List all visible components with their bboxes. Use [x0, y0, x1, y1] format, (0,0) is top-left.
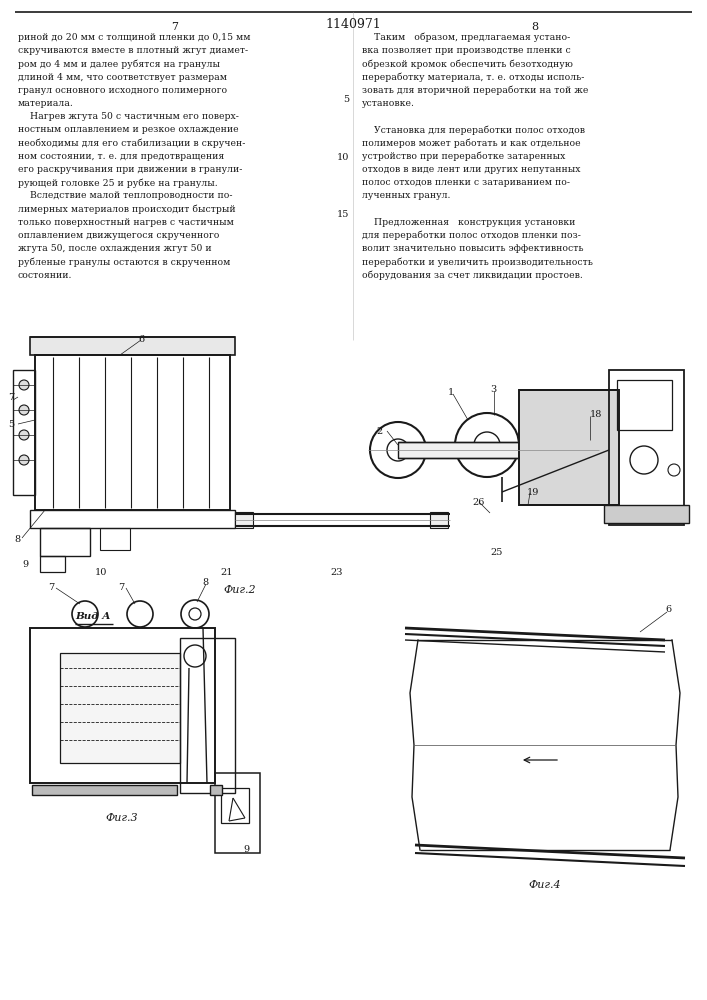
Bar	[40, 528, 90, 556]
Text: 10: 10	[95, 568, 107, 577]
Text: 7: 7	[118, 583, 124, 592]
Text: 6: 6	[665, 605, 671, 614]
Text: установке.: установке.	[362, 99, 415, 108]
Text: ностным оплавлением и резкое охлаждение: ностным оплавлением и резкое охлаждение	[18, 125, 239, 134]
Text: устройство при переработке затаренных: устройство при переработке затаренных	[362, 152, 566, 161]
Text: жгута 50, после охлаждения жгут 50 и: жгута 50, после охлаждения жгут 50 и	[18, 244, 211, 253]
Text: Фиг.4: Фиг.4	[529, 880, 561, 890]
Text: 8: 8	[532, 22, 539, 32]
Bar	[13, 370, 35, 495]
Bar	[210, 785, 222, 795]
Text: 25: 25	[490, 548, 503, 557]
Text: 26: 26	[472, 498, 484, 507]
Text: 21: 21	[220, 568, 233, 577]
Text: 7: 7	[48, 583, 54, 592]
Text: ром до 4 мм и далее рубятся на гранулы: ром до 4 мм и далее рубятся на гранулы	[18, 59, 220, 69]
Bar	[100, 528, 130, 550]
Bar	[215, 773, 260, 853]
Bar	[30, 628, 215, 783]
Text: 5: 5	[343, 95, 349, 104]
Text: 6: 6	[138, 335, 144, 344]
Text: рующей головке 25 и рубке на гранулы.: рующей головке 25 и рубке на гранулы.	[18, 178, 218, 188]
Bar	[609, 370, 684, 525]
Text: волит значительно повысить эффективность: волит значительно повысить эффективность	[362, 244, 583, 253]
Text: Нагрев жгута 50 с частичным его поверх-: Нагрев жгута 50 с частичным его поверх-	[18, 112, 239, 121]
Text: 19: 19	[527, 488, 539, 497]
Bar	[30, 337, 235, 355]
Text: переработки и увеличить производительность: переработки и увеличить производительнос…	[362, 257, 593, 267]
Text: гранул основного исходного полимерного: гранул основного исходного полимерного	[18, 86, 227, 95]
Text: его раскручивания при движении в гранули-: его раскручивания при движении в гранули…	[18, 165, 243, 174]
Bar	[519, 390, 619, 505]
Bar	[430, 512, 448, 528]
Bar	[35, 355, 230, 510]
Text: обрезкой кромок обеспечить безотходную: обрезкой кромок обеспечить безотходную	[362, 59, 573, 69]
Circle shape	[19, 455, 29, 465]
Text: вка позволяет при производстве пленки с: вка позволяет при производстве пленки с	[362, 46, 571, 55]
Circle shape	[19, 430, 29, 440]
Text: 1: 1	[448, 388, 455, 397]
Text: переработку материала, т. е. отходы исполь-: переработку материала, т. е. отходы испо…	[362, 73, 585, 82]
Text: лимерных материалов происходит быстрый: лимерных материалов происходит быстрый	[18, 205, 235, 214]
Circle shape	[19, 380, 29, 390]
Text: необходимы для его стабилизации в скручен-: необходимы для его стабилизации в скруче…	[18, 139, 245, 148]
Bar	[40, 556, 65, 572]
Text: 15: 15	[337, 210, 349, 219]
Bar	[180, 638, 235, 793]
Text: Установка для переработки полос отходов: Установка для переработки полос отходов	[362, 125, 585, 135]
Text: 8: 8	[202, 578, 208, 587]
Text: 23: 23	[330, 568, 342, 577]
Text: риной до 20 мм с толщиной пленки до 0,15 мм: риной до 20 мм с толщиной пленки до 0,15…	[18, 33, 250, 42]
Text: 2: 2	[376, 427, 382, 436]
Text: Фиг.3: Фиг.3	[105, 813, 139, 823]
Text: материала.: материала.	[18, 99, 74, 108]
Text: Фиг.2: Фиг.2	[223, 585, 257, 595]
Text: длиной 4 мм, что соответствует размерам: длиной 4 мм, что соответствует размерам	[18, 73, 227, 82]
Text: Вид А: Вид А	[75, 612, 110, 621]
Text: рубленые гранулы остаются в скрученном: рубленые гранулы остаются в скрученном	[18, 257, 230, 267]
Text: Предложенная   конструкция установки: Предложенная конструкция установки	[362, 218, 575, 227]
Text: 9: 9	[22, 560, 28, 569]
Text: только поверхностный нагрев с частичным: только поверхностный нагрев с частичным	[18, 218, 234, 227]
Text: оплавлением движущегося скрученного: оплавлением движущегося скрученного	[18, 231, 219, 240]
Text: 10: 10	[337, 153, 349, 162]
Text: ном состоянии, т. е. для предотвращения: ном состоянии, т. е. для предотвращения	[18, 152, 224, 161]
Bar	[60, 653, 180, 763]
Text: Вследствие малой теплопроводности по-: Вследствие малой теплопроводности по-	[18, 191, 233, 200]
Text: оборудования за счет ликвидации простоев.: оборудования за счет ликвидации простоев…	[362, 271, 583, 280]
Text: скручиваются вместе в плотный жгут диамет-: скручиваются вместе в плотный жгут диаме…	[18, 46, 248, 55]
Text: 1140971: 1140971	[325, 18, 381, 31]
Text: зовать для вторичной переработки на той же: зовать для вторичной переработки на той …	[362, 86, 588, 95]
Text: 3: 3	[490, 385, 496, 394]
Circle shape	[19, 405, 29, 415]
Text: лученных гранул.: лученных гранул.	[362, 191, 450, 200]
Text: состоянии.: состоянии.	[18, 271, 73, 280]
Bar	[398, 442, 519, 458]
Bar	[221, 788, 249, 823]
Text: Таким   образом, предлагаемая устано-: Таким образом, предлагаемая устано-	[362, 33, 571, 42]
Text: 5: 5	[8, 420, 14, 429]
Text: полимеров может работать и как отдельное: полимеров может работать и как отдельное	[362, 139, 580, 148]
Bar	[30, 510, 235, 528]
Text: 8: 8	[14, 535, 20, 544]
Text: для переработки полос отходов пленки поз-: для переработки полос отходов пленки поз…	[362, 231, 581, 240]
Text: 18: 18	[590, 410, 602, 419]
Bar	[32, 785, 177, 795]
Text: отходов в виде лент или других непутанных: отходов в виде лент или других непутанны…	[362, 165, 580, 174]
Bar	[235, 512, 253, 528]
Bar	[617, 380, 672, 430]
Text: 7: 7	[172, 22, 178, 32]
Bar	[604, 505, 689, 523]
Text: 7: 7	[8, 393, 14, 402]
Text: полос отходов пленки с затариванием по-: полос отходов пленки с затариванием по-	[362, 178, 570, 187]
Text: 9: 9	[243, 845, 249, 854]
